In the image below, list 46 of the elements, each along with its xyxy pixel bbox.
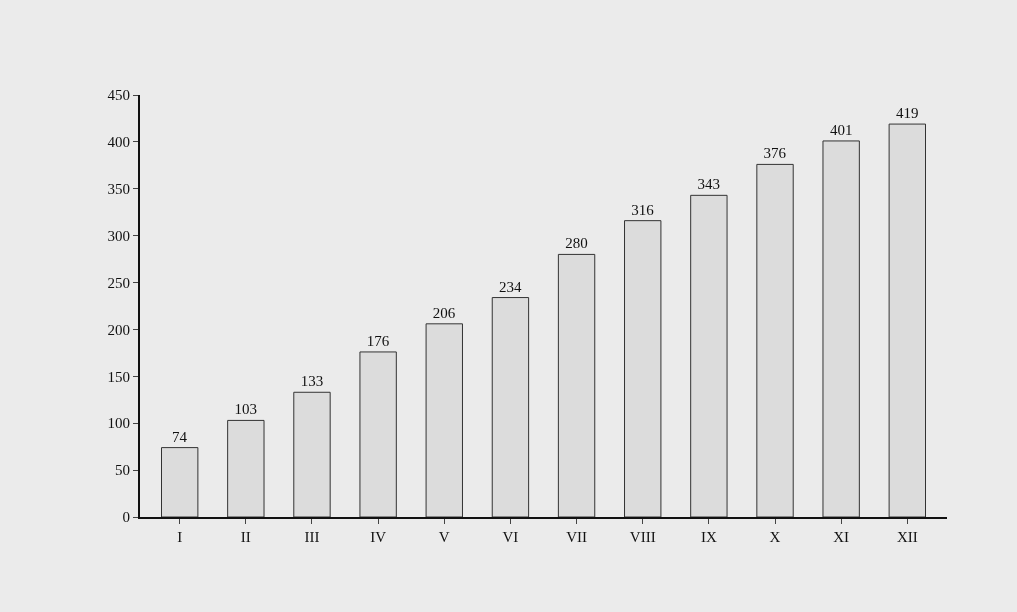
- bar: [888, 123, 926, 517]
- x-tick-label: IX: [700, 529, 717, 545]
- data-label: 176: [366, 332, 390, 349]
- x-tick-label: V: [438, 529, 450, 545]
- data-label: 401: [829, 121, 853, 138]
- y-tick-label: 400: [107, 134, 130, 151]
- bar: [293, 391, 331, 517]
- bar: [624, 220, 662, 517]
- x-tick-label: II: [240, 529, 251, 545]
- x-tick-label: I: [177, 529, 183, 545]
- data-label: 376: [763, 145, 787, 162]
- data-label: 280: [565, 235, 588, 252]
- data-label: 234: [498, 278, 522, 295]
- x-tick-label: IV: [370, 529, 387, 545]
- x-tick-label: X: [769, 529, 781, 545]
- data-label: 133: [300, 373, 324, 390]
- y-tick-label: 200: [107, 321, 130, 338]
- data-label: 74: [171, 428, 188, 445]
- x-tick-label: XI: [833, 529, 850, 545]
- bar: [491, 297, 530, 517]
- y-tick-label: 100: [107, 415, 130, 432]
- bar: [161, 447, 199, 517]
- data-label: 103: [234, 401, 258, 418]
- x-tick-label: VI: [502, 529, 519, 545]
- bar: [359, 351, 397, 517]
- y-tick-label: 0: [122, 509, 130, 526]
- bar: [690, 194, 728, 517]
- y-tick-label: 50: [115, 462, 130, 479]
- x-tick-label: XII: [896, 529, 918, 545]
- bar: [227, 419, 265, 517]
- x-tick-label: VII: [566, 529, 587, 545]
- data-label: 206: [432, 304, 456, 321]
- bar: [425, 323, 463, 517]
- data-label: 419: [896, 105, 919, 122]
- bar: [557, 253, 596, 517]
- x-tick-label: III: [304, 529, 320, 545]
- data-label: 343: [697, 176, 721, 193]
- y-tick-label: 350: [107, 181, 130, 198]
- y-tick-label: 150: [107, 368, 130, 385]
- x-tick-label: VIII: [629, 529, 656, 545]
- data-label: 316: [631, 201, 655, 218]
- y-tick-label: 450: [107, 87, 130, 104]
- bar: [756, 163, 794, 517]
- y-tick-label: 250: [107, 274, 130, 291]
- y-tick-label: 300: [107, 227, 130, 244]
- bar: [822, 140, 860, 517]
